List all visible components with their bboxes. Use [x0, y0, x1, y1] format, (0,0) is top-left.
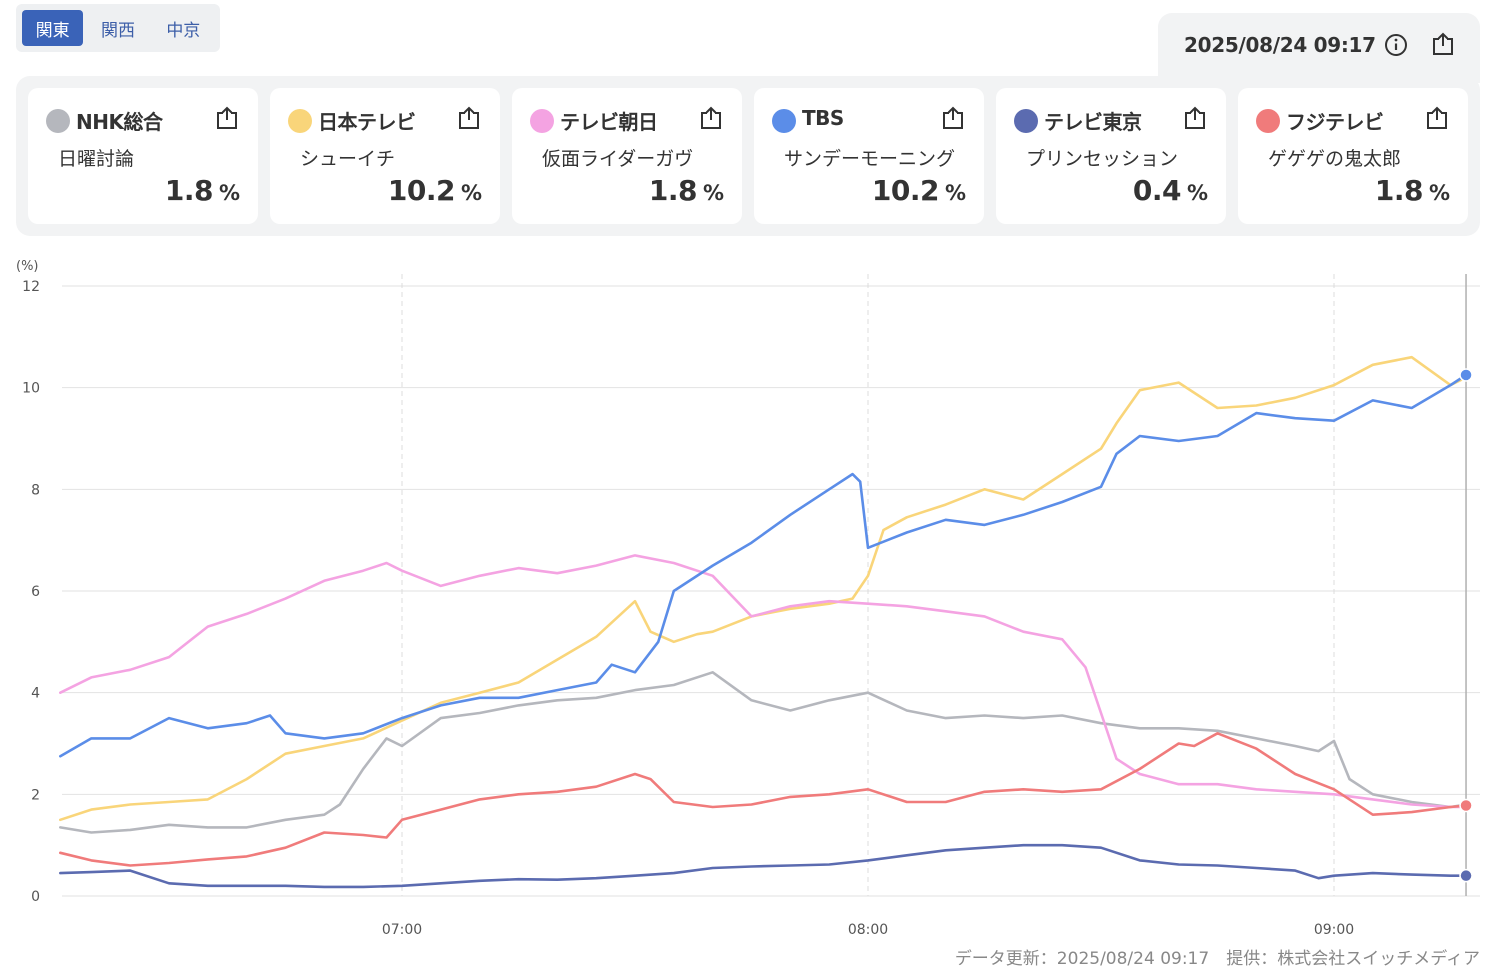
- program-title: 日曜討論: [58, 148, 135, 170]
- rating-value: 10.2: [871, 174, 940, 207]
- y-tick-label: 8: [31, 482, 40, 498]
- chart-grid: [62, 274, 1480, 897]
- region-tab-kanto[interactable]: 関東: [22, 10, 84, 46]
- rating-value: 0.4: [1132, 174, 1182, 207]
- channel-color-dot: [288, 109, 312, 133]
- channel-name: 日本テレビ: [318, 110, 416, 134]
- rating-value: 1.8: [164, 174, 214, 207]
- ratings-chart[interactable]: (%) 0 2 4 6 8 10 12 07:00 08:00 09:00: [0, 250, 1508, 944]
- channel-card-tv-asahi[interactable]: テレビ朝日 仮面ライダーガヴ 1.8%: [512, 88, 742, 224]
- export-icon[interactable]: [214, 105, 240, 131]
- y-tick-label: 6: [31, 584, 40, 600]
- rating-unit: %: [1428, 181, 1450, 205]
- channel-color-dot: [1014, 109, 1038, 133]
- channel-name: テレビ東京: [1044, 110, 1142, 134]
- rating-value: 1.8: [648, 174, 698, 207]
- series-line: [58, 373, 1468, 758]
- chart-series: [58, 355, 1473, 889]
- series-line: [58, 731, 1468, 867]
- rating: 1.8%: [1375, 174, 1450, 207]
- timestamp: 2025/08/24 09:17: [1184, 32, 1376, 57]
- program-title: シューイチ: [300, 148, 396, 170]
- rating: 10.2%: [388, 174, 482, 207]
- export-icon[interactable]: [456, 105, 482, 131]
- series-line: [58, 843, 1468, 889]
- channel-card-fuji[interactable]: フジテレビ ゲゲゲの鬼太郎 1.8%: [1238, 88, 1468, 224]
- channel-name: NHK総合: [76, 110, 163, 134]
- channel-color-dot: [46, 109, 70, 133]
- program-title: サンデーモーニング: [784, 148, 956, 170]
- x-tick-label: 07:00: [382, 922, 422, 938]
- channel-name: テレビ朝日: [560, 110, 658, 134]
- program-title: 仮面ライダーガヴ: [542, 148, 694, 170]
- channel-color-dot: [1256, 109, 1280, 133]
- rating-unit: %: [944, 181, 966, 205]
- x-tick-label: 08:00: [848, 922, 888, 938]
- export-icon[interactable]: [940, 105, 966, 131]
- export-icon[interactable]: [1424, 105, 1450, 131]
- region-tab-chukyo[interactable]: 中京: [166, 20, 201, 41]
- x-tick-label: 09:00: [1314, 922, 1354, 938]
- series-line: [58, 670, 1468, 834]
- data-source-footer: データ更新：2025/08/24 09:17 提供：株式会社スイッチメディア: [954, 949, 1480, 969]
- export-icon[interactable]: [698, 105, 724, 131]
- rating-unit: %: [218, 181, 240, 205]
- rating: 0.4%: [1133, 174, 1208, 207]
- chart-labels: (%) 0 2 4 6 8 10 12 07:00 08:00 09:00: [16, 259, 1354, 938]
- region-tab-kansai[interactable]: 関西: [100, 20, 135, 41]
- program-title: プリンセッション: [1026, 148, 1179, 170]
- channel-color-dot: [772, 109, 796, 133]
- export-icon[interactable]: [1182, 105, 1208, 131]
- channel-name: フジテレビ: [1286, 110, 1384, 134]
- region-tabs: 関東 関西 中京: [16, 4, 220, 52]
- series-end-marker: [1459, 368, 1473, 382]
- channel-card-tbs[interactable]: TBS サンデーモーニング 10.2%: [754, 88, 984, 224]
- rating-unit: %: [702, 181, 724, 205]
- rating: 10.2%: [872, 174, 966, 207]
- y-tick-label: 10: [22, 381, 40, 397]
- series-end-marker: [1459, 868, 1473, 883]
- timestamp-tab: [1158, 13, 1480, 83]
- info-circle-icon[interactable]: [1384, 33, 1408, 57]
- rating-unit: %: [1186, 181, 1208, 205]
- channel-name: TBS: [802, 106, 844, 130]
- series-line: [58, 355, 1468, 822]
- export-icon[interactable]: [1430, 31, 1456, 57]
- y-tick-label: 2: [31, 787, 40, 803]
- y-tick-label: 12: [22, 279, 40, 295]
- channel-color-dot: [530, 109, 554, 133]
- rating-unit: %: [460, 181, 482, 205]
- ratings-chart-svg: (%) 0 2 4 6 8 10 12 07:00 08:00 09:00: [16, 259, 1480, 938]
- y-tick-label: 4: [31, 686, 40, 702]
- channel-cards: NHK総合 日曜討論 1.8% 日本テレビ シューイチ 10.2% テレビ朝日 …: [28, 88, 1468, 224]
- series-end-marker: [1459, 798, 1473, 813]
- rating: 1.8%: [165, 174, 240, 207]
- channel-card-tv-tokyo[interactable]: テレビ東京 プリンセッション 0.4%: [996, 88, 1226, 224]
- channel-panel: [16, 76, 1480, 236]
- y-tick-label: 0: [31, 889, 40, 905]
- y-axis-unit: (%): [16, 259, 39, 274]
- timestamp-bar: 2025/08/24 09:17: [1158, 13, 1480, 76]
- rating-value: 1.8: [1374, 174, 1424, 207]
- program-title: ゲゲゲの鬼太郎: [1268, 148, 1402, 170]
- channel-card-ntv[interactable]: 日本テレビ シューイチ 10.2%: [270, 88, 500, 224]
- series-line: [58, 554, 1468, 809]
- channel-card-nhk[interactable]: NHK総合 日曜討論 1.8%: [28, 88, 258, 224]
- rating: 1.8%: [649, 174, 724, 207]
- rating-value: 10.2: [387, 174, 456, 207]
